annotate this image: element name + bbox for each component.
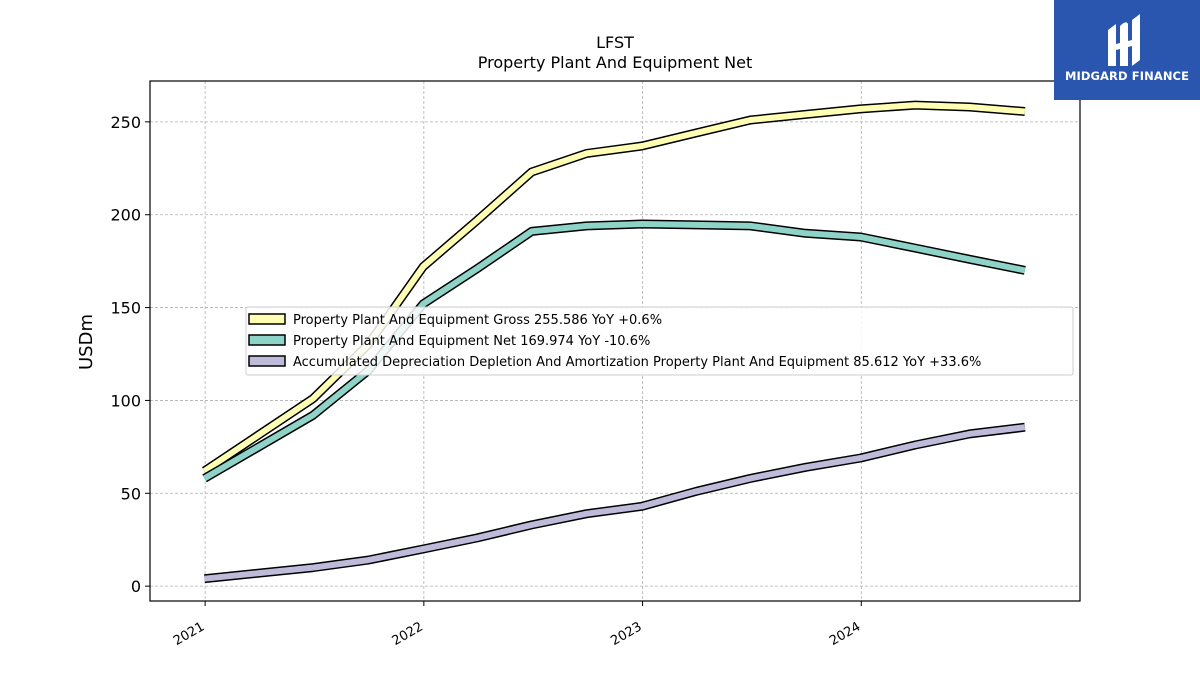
y-axis-label: USDm	[76, 314, 97, 370]
plot-frame	[149, 80, 1081, 602]
legend-entry: Property Plant And Equipment Gross 255.5…	[293, 313, 662, 328]
x-tick-label: 2024	[827, 619, 863, 649]
y-axis: 0 50 100 150 200 250	[110, 113, 150, 596]
brand-name: MIDGARD FINANCE	[1064, 69, 1190, 83]
y-tick-label: 100	[110, 391, 141, 410]
y-tick-label: 50	[121, 484, 141, 503]
legend-box	[245, 306, 1074, 376]
legend-entry: Accumulated Depreciation Depletion And A…	[293, 355, 981, 370]
series-line-outline-0	[202, 100, 1026, 475]
midgard-logo-icon	[1108, 14, 1140, 66]
legend-entry: Property Plant And Equipment Net 169.974…	[293, 334, 650, 349]
y-tick-label: 0	[131, 577, 141, 596]
legend: Property Plant And Equipment Gross 255.5…	[245, 306, 1074, 376]
legend-swatch	[248, 313, 286, 325]
x-axis: 2021 2022 2023 2024	[171, 601, 863, 649]
y-tick-label: 250	[110, 113, 141, 132]
brand-logo: MIDGARD FINANCE	[1054, 0, 1200, 100]
x-tick-label: 2022	[390, 619, 426, 649]
x-tick-label: 2023	[608, 619, 644, 649]
series-line-0	[202, 102, 1026, 474]
legend-swatch	[248, 334, 286, 346]
chart-subtitle: Property Plant And Equipment Net	[478, 53, 753, 72]
chart-title: LFST	[596, 33, 634, 52]
x-tick-label: 2021	[171, 619, 207, 649]
series-line-2	[204, 424, 1026, 582]
y-tick-label: 200	[110, 206, 141, 225]
legend-swatch	[248, 355, 286, 367]
y-tick-label: 150	[110, 299, 141, 318]
